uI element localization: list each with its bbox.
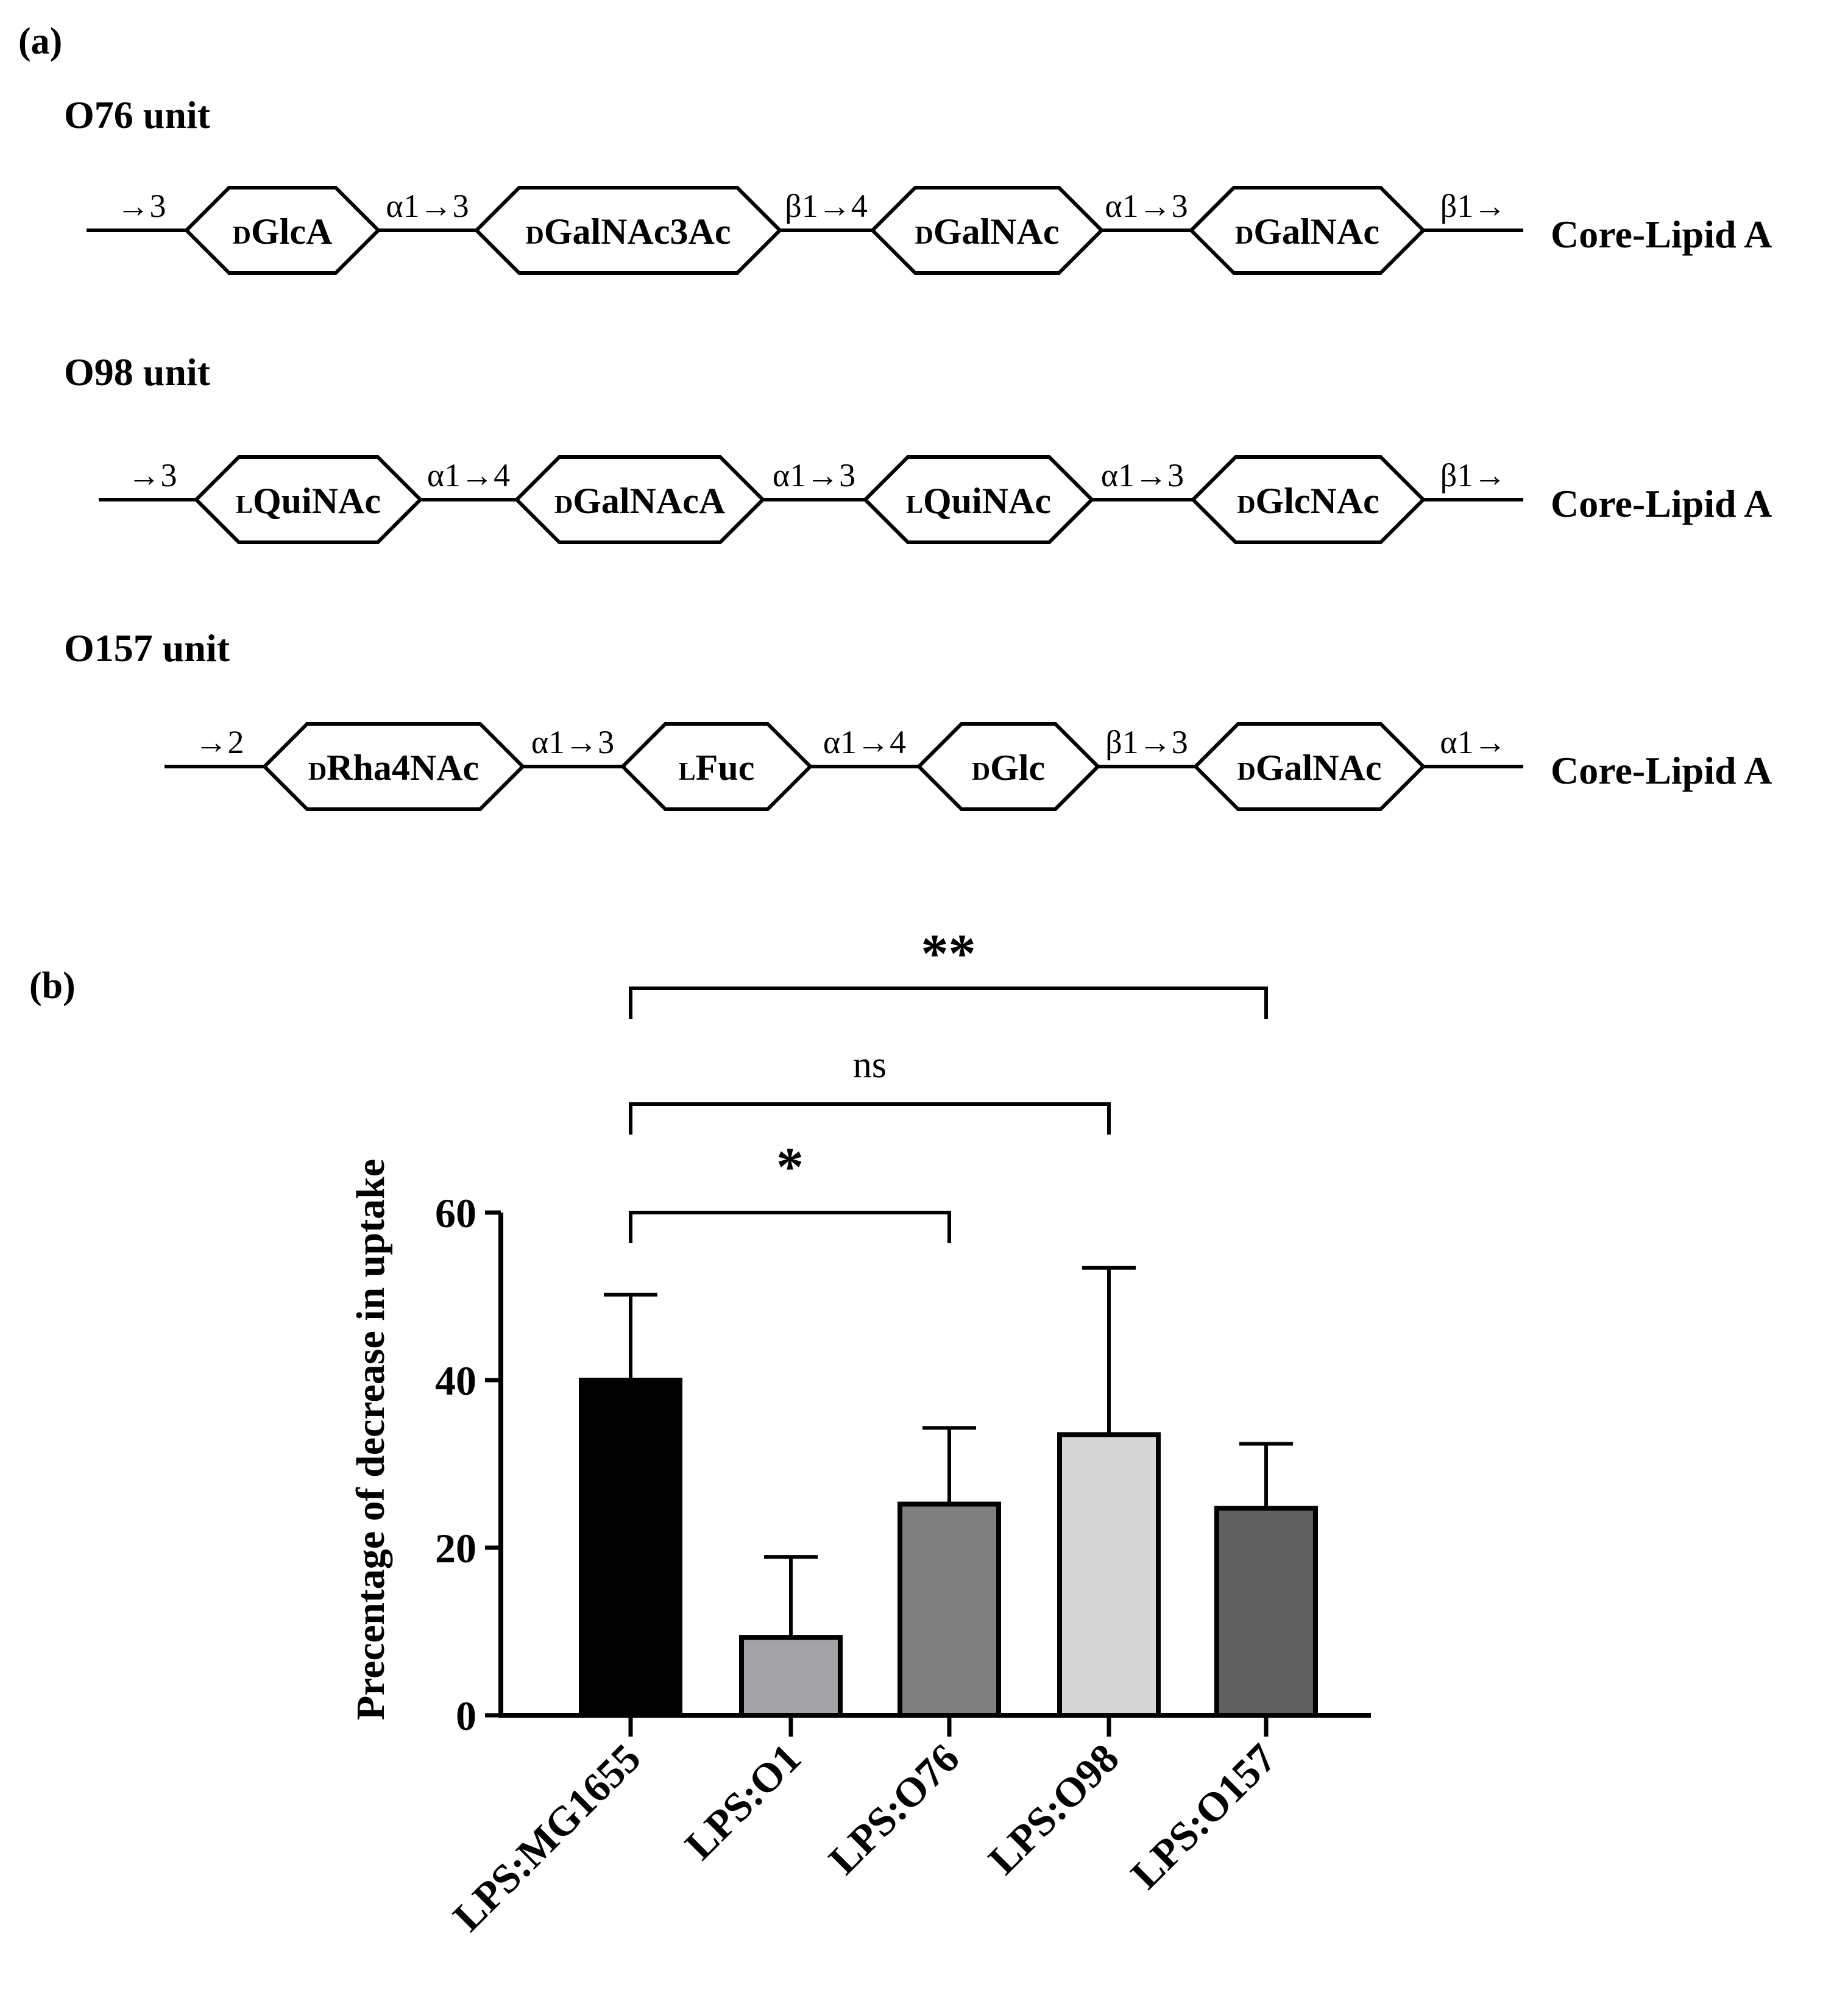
panel-a-structures: O76 unit DGlcA α1→3 DGalNAc3Ac β1→4 DGalNAc α1… (64, 93, 1772, 811)
start-linkage-label: →3 (117, 188, 166, 224)
residue-label: DGlc (972, 748, 1045, 788)
unit-title: O76 unit (64, 93, 211, 136)
linkage-label: β1→3 (1105, 724, 1188, 760)
linkage-label: α1→3 (1105, 188, 1188, 224)
residue-hexagon (1192, 722, 1426, 811)
x-tick-label: LPS:MG1655 (444, 1735, 650, 1940)
core-lipid-a-label: Core-Lipid A (1551, 213, 1772, 256)
x-tick-label: LPS:O98 (979, 1735, 1127, 1883)
residue-hexagon (183, 186, 381, 275)
panel-a-label: (a) (18, 21, 62, 62)
significance-label: ** (921, 924, 976, 984)
residue-hexagon (514, 455, 766, 544)
residue-label: DGalNAc (915, 211, 1060, 252)
x-tick-label: LPS:O157 (1122, 1735, 1284, 1897)
y-tick-label: 40 (435, 1358, 476, 1404)
significance-label: ns (853, 1044, 887, 1086)
residue-label: DGalNAcA (554, 481, 725, 521)
unit-o98-unit: O98 unit LQuiNAc α1→4 DGalNAcA α1→3 LQuiNAc α1… (64, 350, 1772, 544)
linkage-label: α1→3 (386, 188, 469, 224)
residue-hexagon (620, 722, 813, 811)
residue-hexagon (1188, 186, 1426, 275)
residue-hexagon (916, 722, 1101, 811)
linkage-label: α1→3 (773, 457, 855, 494)
bar (897, 1501, 1001, 1718)
x-tick-label: LPS:O76 (820, 1735, 968, 1883)
end-linkage-label: β1→ (1440, 457, 1506, 494)
y-tick-label: 0 (456, 1693, 476, 1739)
linkage-label: β1→4 (785, 188, 867, 224)
y-tick-label: 20 (435, 1525, 476, 1571)
panel-b-label: (b) (29, 965, 76, 1007)
bar (1057, 1432, 1161, 1718)
linkage-label: α1→3 (531, 724, 614, 760)
bar (579, 1378, 682, 1718)
residue-hexagon (1190, 455, 1426, 544)
bar (1214, 1506, 1318, 1718)
bar (739, 1635, 843, 1718)
panel-b-bar-chart: 0 20 40 60 Precentage of decrease in uptake L… (349, 924, 1371, 1940)
residue-label: DGalNAc3Ac (526, 211, 731, 252)
unit-o157-unit: O157 unit DRha4NAc α1→3 LFuc α1→4 DGlc β1→3 DGa… (64, 626, 1772, 811)
significance-bracket (629, 987, 1268, 1019)
residue-hexagon (261, 722, 526, 811)
y-axis-title: Precentage of decrease in uptake (349, 1159, 393, 1720)
unit-title: O157 unit (64, 626, 230, 670)
residue-hexagon (869, 186, 1105, 275)
residue-label: DGalNAc (1235, 211, 1379, 252)
significance-bracket (629, 1211, 951, 1243)
end-linkage-label: α1→ (1440, 724, 1506, 760)
y-tick-label: 60 (435, 1190, 476, 1236)
residue-label: LQuiNAc (906, 481, 1051, 521)
residue-label: LFuc (679, 748, 755, 788)
linkage-label: α1→4 (823, 724, 906, 760)
linkage-label: α1→4 (427, 457, 510, 494)
residue-hexagon (473, 186, 783, 275)
residue-hexagon (193, 455, 423, 544)
residue-label: LQuiNAc (236, 481, 381, 521)
start-linkage-label: →3 (128, 457, 177, 494)
residue-label: DGlcNAc (1237, 481, 1379, 521)
core-lipid-a-label: Core-Lipid A (1551, 482, 1772, 525)
unit-o76-unit: O76 unit DGlcA α1→3 DGalNAc3Ac β1→4 DGalNAc α1… (64, 93, 1772, 275)
x-tick-label: LPS:O1 (676, 1735, 809, 1868)
start-linkage-label: →2 (195, 724, 244, 760)
residue-label: DGalNAc (1237, 748, 1382, 788)
linkage-label: α1→3 (1101, 457, 1184, 494)
core-lipid-a-label: Core-Lipid A (1551, 749, 1772, 792)
residue-label: DGlcA (233, 211, 333, 252)
residue-hexagon (862, 455, 1095, 544)
significance-label: * (776, 1137, 804, 1197)
end-linkage-label: β1→ (1440, 188, 1506, 224)
residue-label: DRha4NAc (308, 748, 479, 788)
significance-bracket (629, 1102, 1111, 1135)
unit-title: O98 unit (64, 350, 211, 394)
